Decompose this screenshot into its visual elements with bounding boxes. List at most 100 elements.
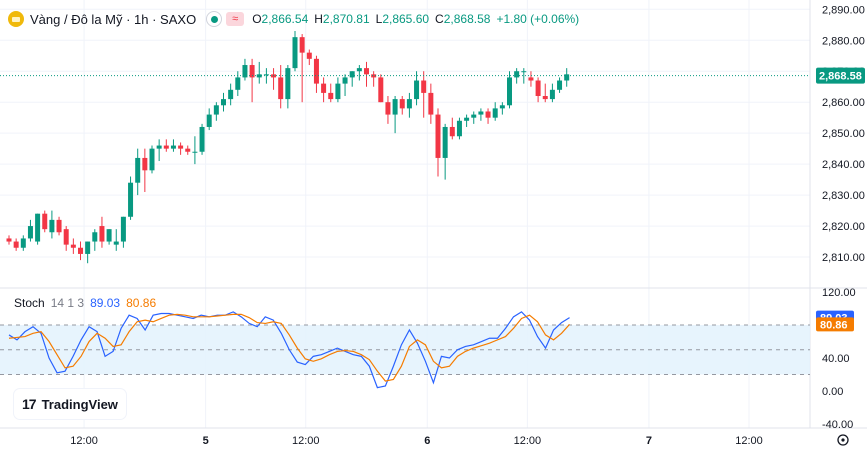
candle[interactable] <box>464 114 470 127</box>
candle[interactable] <box>92 229 98 251</box>
candle[interactable] <box>170 139 176 152</box>
candle[interactable] <box>456 117 462 140</box>
candle[interactable] <box>371 71 377 87</box>
candle[interactable] <box>507 71 512 109</box>
candle-series[interactable] <box>6 30 570 264</box>
candle-body <box>285 68 291 100</box>
tradingview-mark-icon: 17 <box>22 396 37 412</box>
candle[interactable] <box>128 176 134 220</box>
candle[interactable] <box>185 145 191 155</box>
candle-body <box>299 37 305 53</box>
candle[interactable] <box>421 71 427 118</box>
candle[interactable] <box>199 123 205 155</box>
candle[interactable] <box>528 71 534 87</box>
candle[interactable] <box>256 61 262 84</box>
candle[interactable] <box>471 111 477 124</box>
candle[interactable] <box>192 136 198 165</box>
candle[interactable] <box>178 142 184 155</box>
candle[interactable] <box>278 65 284 109</box>
candle[interactable] <box>263 68 269 84</box>
candle[interactable] <box>156 139 162 162</box>
candle[interactable] <box>85 241 91 264</box>
candle[interactable] <box>442 123 448 180</box>
candle[interactable] <box>70 238 76 254</box>
candle[interactable] <box>142 148 148 192</box>
candle[interactable] <box>549 83 555 103</box>
candle-body <box>313 58 319 84</box>
candle[interactable] <box>499 102 505 115</box>
candle[interactable] <box>78 241 83 261</box>
candle[interactable] <box>299 34 305 103</box>
candle[interactable] <box>521 68 527 84</box>
candle[interactable] <box>206 108 212 131</box>
candle[interactable] <box>428 83 434 124</box>
candle[interactable] <box>249 58 255 103</box>
candle[interactable] <box>49 210 55 239</box>
market-status-icon[interactable] <box>206 11 223 27</box>
candle[interactable] <box>392 96 398 134</box>
candle-body <box>321 83 327 93</box>
candle[interactable] <box>213 102 219 121</box>
candle[interactable] <box>35 213 41 245</box>
candle[interactable] <box>385 96 391 124</box>
candle[interactable] <box>564 68 570 87</box>
candle[interactable] <box>285 65 291 109</box>
candle[interactable] <box>335 77 341 103</box>
candle[interactable] <box>356 65 362 81</box>
candle[interactable] <box>349 71 355 87</box>
candle[interactable] <box>292 30 298 72</box>
stoch-lines[interactable] <box>8 311 571 389</box>
candle[interactable] <box>163 139 169 152</box>
candle[interactable] <box>221 92 226 112</box>
stoch-d-line[interactable] <box>8 313 571 382</box>
candle[interactable] <box>478 108 484 121</box>
candle[interactable] <box>135 148 141 196</box>
candle[interactable] <box>342 74 348 96</box>
symbol-legend[interactable]: Vàng / Đô la Mỹ · 1h · SAXO ≈ O2,866.54 … <box>8 9 579 29</box>
price-axis[interactable]: 2,810.00 2,820.00 2,830.00 2,840.00 2,850.00… <box>816 4 865 431</box>
candle[interactable] <box>228 83 234 106</box>
candle[interactable] <box>13 238 19 251</box>
candle[interactable] <box>378 74 384 103</box>
candle-body <box>106 229 112 242</box>
candle[interactable] <box>63 226 69 251</box>
candle[interactable] <box>149 145 155 174</box>
candle[interactable] <box>449 117 455 140</box>
candle[interactable] <box>557 77 563 93</box>
candle[interactable] <box>6 235 12 245</box>
candle[interactable] <box>542 83 548 103</box>
time-axis[interactable]: 12:00 5 12:00 6 12:00 7 12:00 <box>70 435 762 447</box>
candle[interactable] <box>492 102 498 121</box>
candle[interactable] <box>321 77 327 103</box>
candle[interactable] <box>313 55 319 93</box>
candle[interactable] <box>414 71 420 106</box>
symbol-title[interactable]: Vàng / Đô la Mỹ · 1h · SAXO <box>30 11 197 27</box>
candle[interactable] <box>399 96 405 115</box>
candle[interactable] <box>20 235 26 251</box>
candle[interactable] <box>42 210 48 233</box>
candle[interactable] <box>106 229 112 245</box>
candle[interactable] <box>406 92 412 118</box>
stoch-k-line[interactable] <box>8 311 570 389</box>
open-value: O2,866.54 <box>252 12 309 26</box>
candle[interactable] <box>328 83 334 103</box>
last-price-tag[interactable]: 2,868.58 <box>816 67 865 84</box>
candle[interactable] <box>435 108 441 177</box>
wave-badge-icon[interactable]: ≈ <box>226 12 245 26</box>
candle[interactable] <box>56 216 62 236</box>
candle[interactable] <box>485 108 491 124</box>
tradingview-logo[interactable]: 17 TradingView <box>14 389 126 419</box>
candle[interactable] <box>242 58 248 81</box>
stoch-d-tag[interactable]: 80.86 <box>816 317 854 332</box>
candle[interactable] <box>235 71 241 96</box>
candle[interactable] <box>306 49 312 66</box>
candle[interactable] <box>535 77 541 103</box>
settings-gear-icon[interactable] <box>837 434 849 446</box>
candle[interactable] <box>364 61 369 87</box>
candle[interactable] <box>99 216 105 248</box>
candle[interactable] <box>113 229 119 251</box>
stoch-legend[interactable]: Stoch 14 1 3 89.03 80.86 <box>14 296 156 310</box>
candle[interactable] <box>27 219 33 242</box>
candle[interactable] <box>120 216 126 248</box>
